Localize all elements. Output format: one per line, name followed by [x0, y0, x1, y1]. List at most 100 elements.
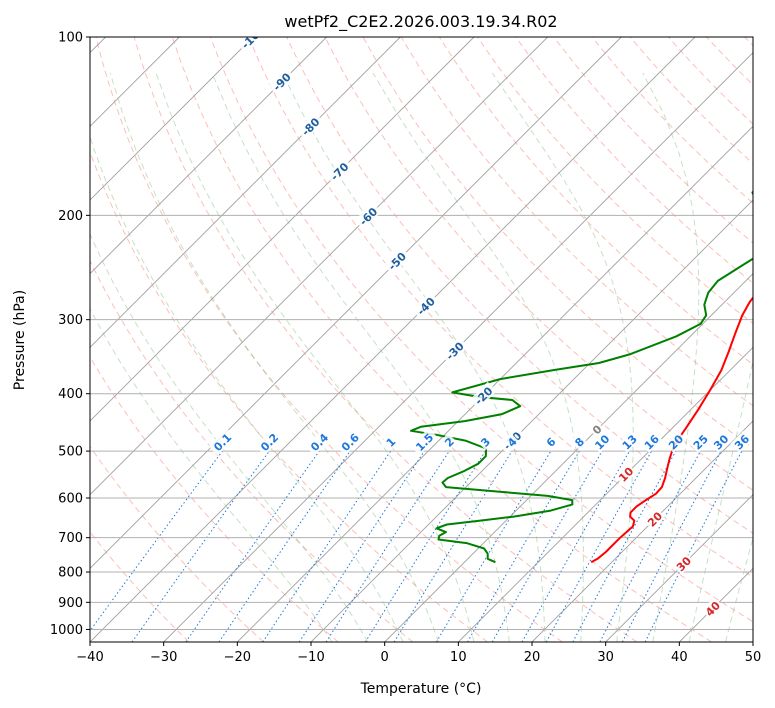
mixing-ratio-label-bg: [208, 428, 236, 456]
mixing-ratio-label: 3: [478, 435, 493, 450]
y-tick-label: 800: [58, 566, 83, 581]
mixing-ratio-line: [393, 450, 513, 642]
mixing-ratio-label-bg: [640, 430, 663, 453]
mixing-ratio-line: [572, 450, 677, 642]
moist-adiabat-line: [688, 358, 753, 642]
mixing-ratio-line: [435, 450, 552, 642]
isotherm-label: 30: [674, 554, 694, 574]
mixing-ratio-line: [185, 450, 320, 642]
y-tick-label: 600: [58, 492, 83, 507]
mixing-ratio-line: [491, 450, 603, 642]
x-tick-label: −20: [224, 650, 251, 665]
mixing-ratio-label: 13: [620, 432, 640, 452]
isotherm-line: [237, 125, 753, 642]
mixing-ratio-label-group: 16: [640, 430, 663, 453]
mixing-ratio-label-group: 6: [541, 433, 560, 451]
mixing-ratio-label: 16: [642, 432, 662, 452]
isotherm-label-bg: [469, 381, 497, 410]
isotherm-label-bg: [701, 597, 724, 620]
moist-adiabat-line: [90, 232, 369, 642]
plot-frame: [89, 36, 754, 643]
mixing-ratio-line: [131, 450, 270, 642]
mixing-ratio-label-bg: [410, 428, 438, 456]
isotherm-line: [90, 37, 254, 201]
isotherm-line: [163, 52, 753, 642]
mixing-ratio-label-group: 1: [381, 433, 399, 451]
dry-adiabat-line: [668, 37, 753, 125]
line-labels: -100-90-80-70-60-50-40-30-20-10010203040…: [208, 37, 753, 620]
isotherm-label-bg: [354, 202, 382, 230]
temperature-line: [590, 296, 753, 564]
dry-adiabat-line: [171, 37, 712, 642]
isotherm-line: [531, 420, 753, 642]
pressure-gridlines: [90, 36, 753, 630]
x-tick-label: −40: [76, 650, 103, 665]
dry-adiabat-line: [210, 37, 753, 623]
mixing-ratio-label: 30: [711, 432, 731, 452]
isotherm-label-bg: [440, 336, 469, 365]
x-tick-label: −10: [297, 650, 324, 665]
mixing-ratio-label-group: 3: [476, 433, 494, 451]
x-axis-label: Temperature (°C): [360, 681, 482, 697]
mixing-ratio-label-bg: [476, 433, 494, 451]
x-tick-label: 40: [671, 650, 688, 665]
mixing-ratio-label-group: 0.6: [336, 428, 364, 456]
isotherm-label-bg: [672, 552, 695, 575]
mixing-ratio-label-bg: [730, 430, 753, 453]
dry-adiabat-line: [90, 531, 190, 642]
dry-adiabat-line: [706, 37, 753, 86]
mixing-ratio-line: [545, 450, 653, 642]
background-lines: [90, 37, 753, 642]
isotherm-line: [458, 346, 753, 642]
moist-adiabat-line: [155, 72, 475, 642]
mixing-ratio-label-bg: [618, 430, 641, 453]
mixing-ratio-line: [262, 450, 392, 642]
x-tick-label: 50: [745, 650, 762, 665]
mixing-ratio-label-group: 0.2: [255, 428, 283, 456]
x-tick-label: 20: [524, 650, 541, 665]
y-tick-label: 200: [58, 209, 83, 224]
dry-adiabat-line: [591, 37, 753, 204]
mixing-ratio-label-bg: [570, 433, 588, 451]
isotherm-line: [90, 37, 475, 422]
isotherm-label-bg: [325, 157, 353, 185]
isotherm-line: [90, 37, 327, 275]
isotherm-label-bg: [267, 67, 296, 96]
mixing-ratio-label-group: 20: [664, 430, 687, 453]
x-tick-label: 0: [381, 650, 389, 665]
dry-adiabat-line: [133, 37, 638, 642]
dewpoint-line: [410, 190, 753, 564]
dry-adiabat-line: [95, 37, 563, 642]
mixing-ratio-label-group: 0.4: [305, 428, 333, 456]
mixing-ratio-line: [298, 450, 425, 642]
isotherm-label: 10: [616, 465, 636, 485]
mixing-ratio-line: [90, 450, 223, 632]
dry-adiabat-line: [90, 150, 488, 642]
isotherm-label-bg: [643, 507, 666, 530]
mixing-ratio-label-bg: [709, 430, 732, 453]
mixing-ratio-label-group: 13: [618, 430, 641, 453]
dry-adiabat-line: [248, 37, 753, 578]
sounding-series: [410, 190, 753, 564]
isotherm-label: 20: [645, 509, 665, 529]
dry-adiabat-line: [477, 37, 753, 325]
isotherm-line: [605, 494, 753, 642]
mixing-ratio-label-bg: [255, 428, 283, 456]
moist-adiabat-line: [90, 307, 333, 642]
isotherm-line: [679, 567, 753, 642]
mixing-ratio-line: [325, 450, 450, 642]
mixing-ratio-label-bg: [336, 428, 364, 456]
mixing-ratio-label-group: 4: [503, 433, 521, 451]
mixing-ratio-label: 1: [384, 435, 399, 450]
isotherm-label-bg: [236, 37, 269, 53]
moist-adiabat-line: [211, 72, 510, 642]
dry-adiabat-line: [90, 356, 339, 642]
mixing-ratio-label-group: 2: [440, 433, 458, 451]
moist-adiabat-line: [642, 72, 700, 642]
y-tick-label: 1000: [50, 623, 83, 638]
chart-title: wetPf2_C2E2.2026.003.19.34.R02: [284, 12, 557, 32]
moist-adiabat-line: [725, 536, 753, 642]
dry-adiabat-line: [629, 37, 753, 165]
dry-adiabat-line: [553, 37, 753, 244]
